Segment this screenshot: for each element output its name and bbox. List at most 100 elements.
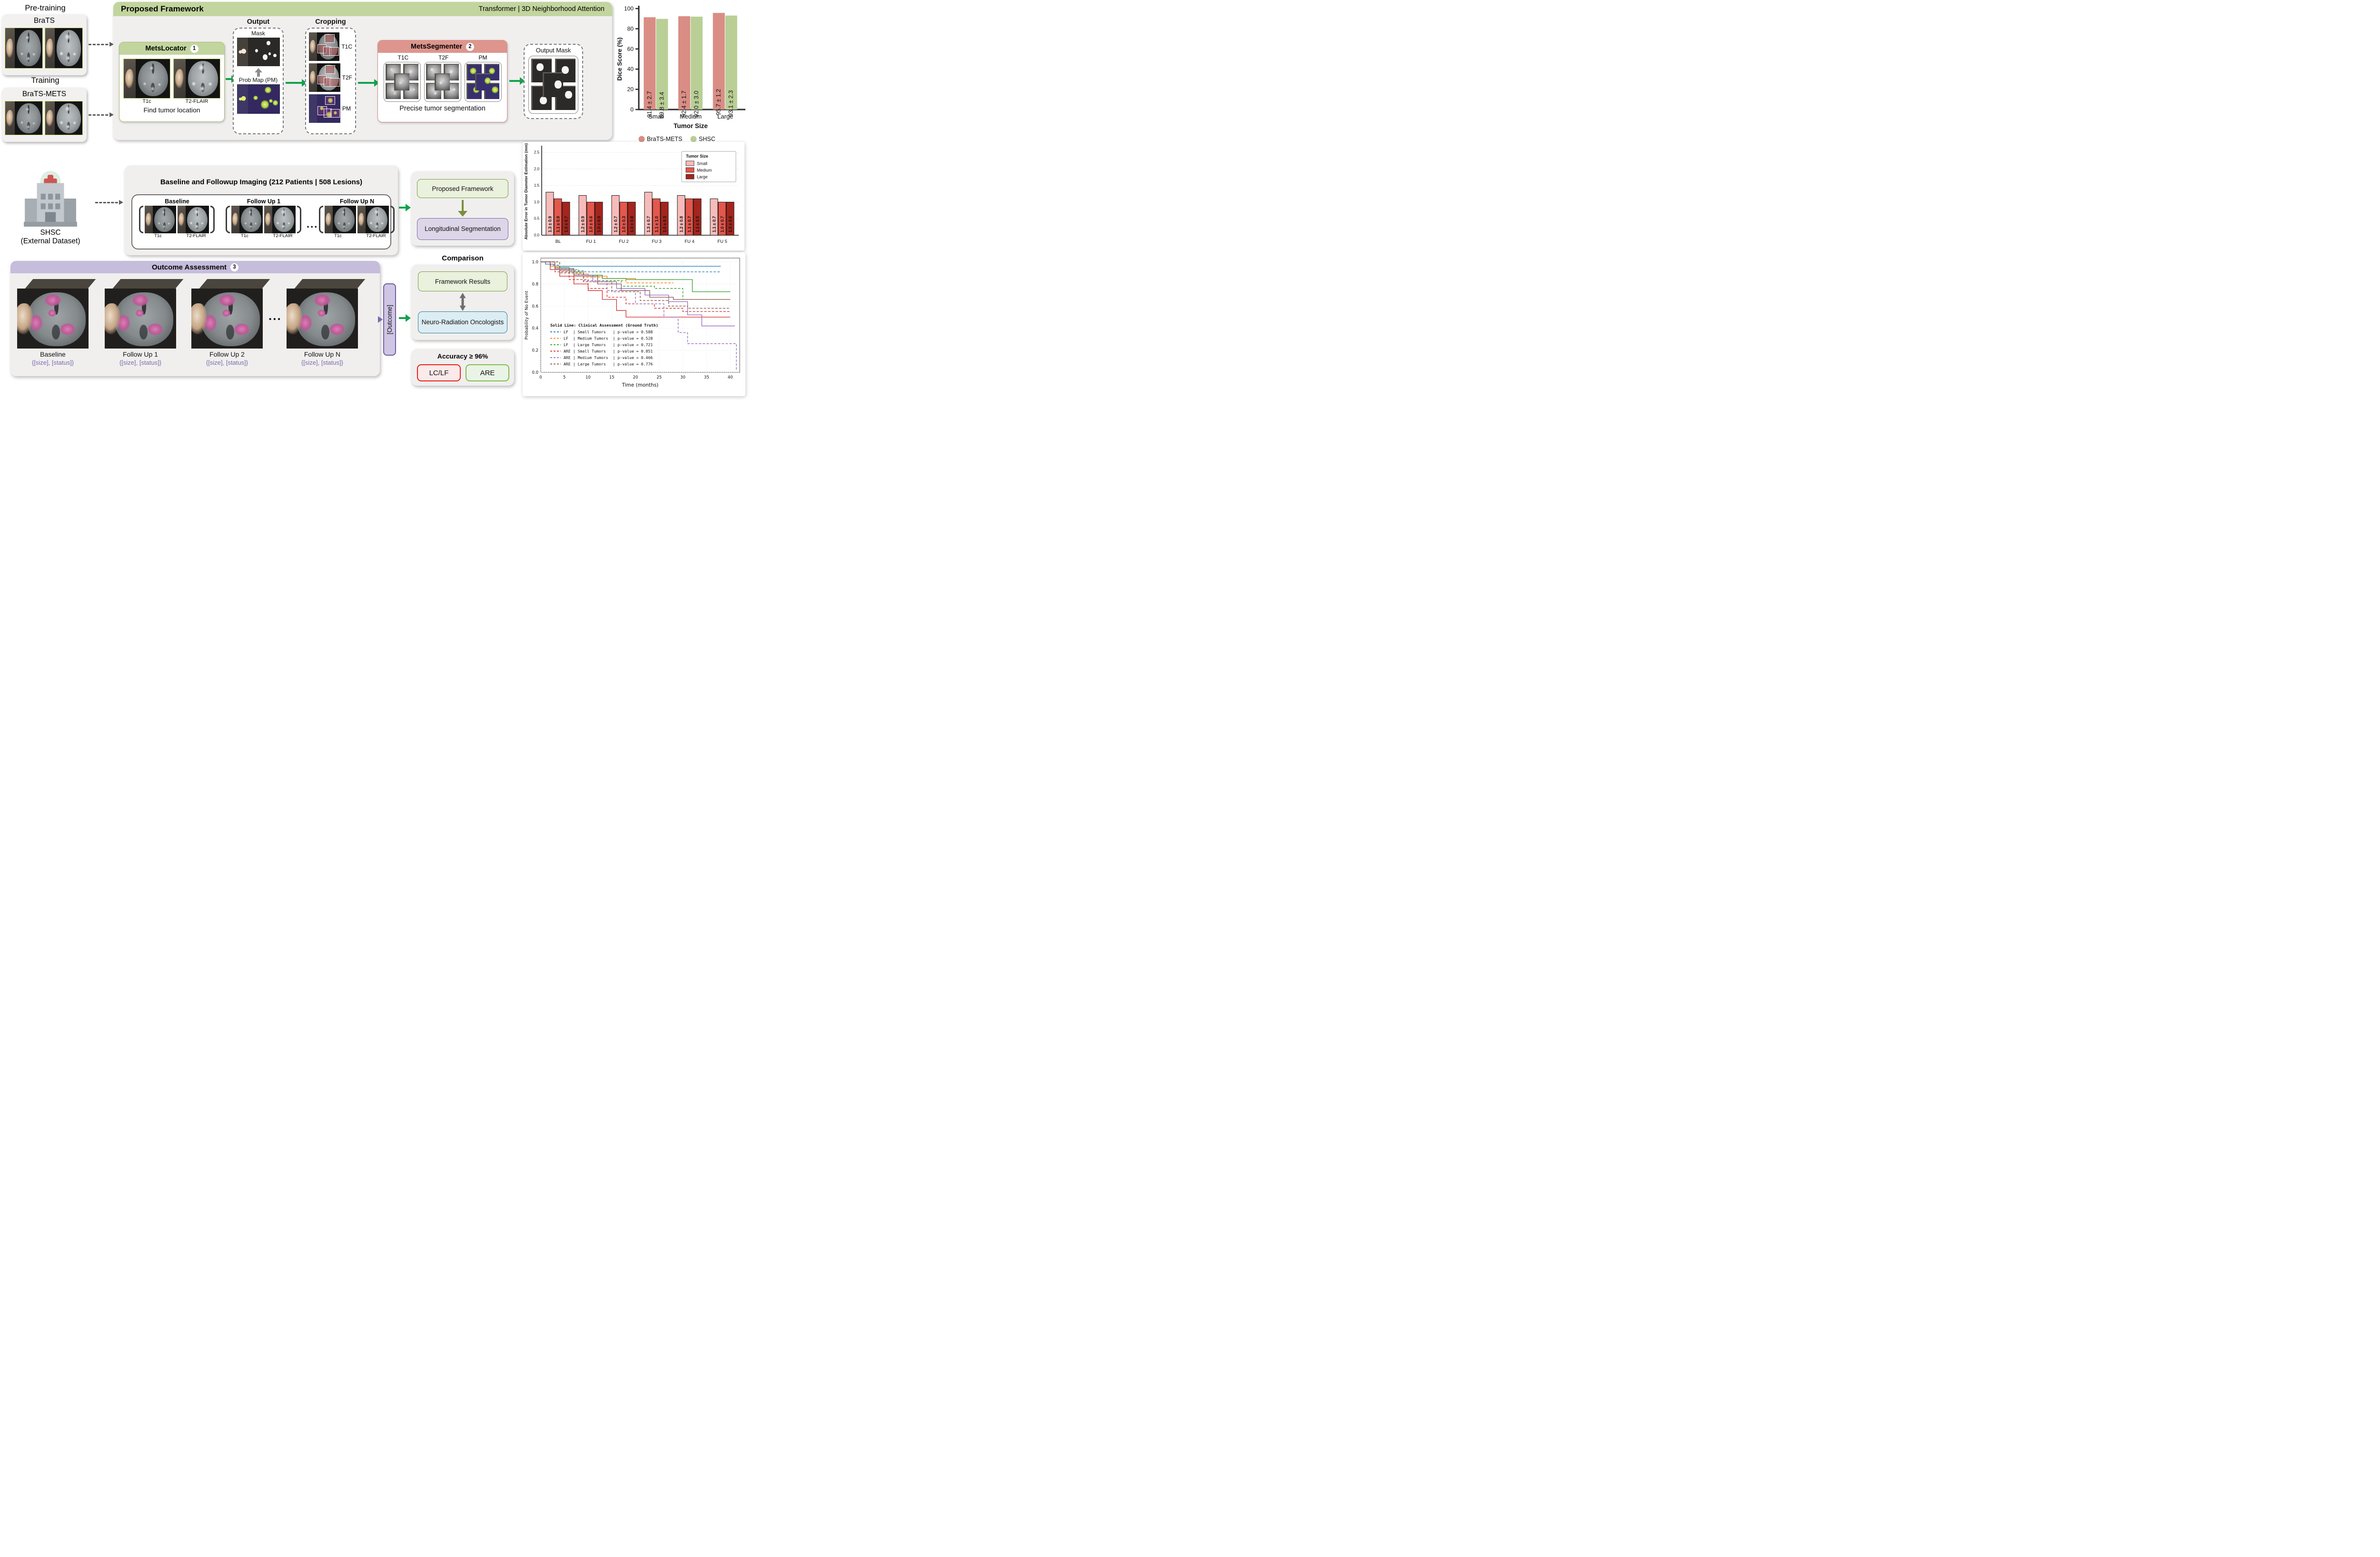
decor-shape: [17, 303, 33, 334]
diameter-error-chart: 0.0 0.5 1.0 1.5 2.0 2.5 1.3 ± 0.9 1.1 ± 0.9 1.0 …: [523, 142, 744, 250]
chart-text: 1.0 ± 0.3: [622, 216, 626, 232]
decor-shape: [105, 303, 120, 334]
brain-mri-t2flair: [357, 206, 389, 233]
decor-shape: [51, 324, 60, 340]
proposed-framework-panel: Proposed Framework Transformer | 3D Neig…: [113, 2, 716, 140]
imaging-title: Baseline and Followup Imaging (212 Patie…: [160, 178, 363, 186]
output-mask-title: Output Mask: [536, 47, 571, 54]
decor-shape: [27, 292, 86, 346]
brain-mri-t1c: [145, 206, 176, 233]
arrow-outcome-panel-to-outcome-box: [378, 316, 383, 323]
decor-shape: [403, 82, 418, 100]
brain-mri-t2flair: [178, 206, 209, 233]
followup1-group: Follow Up 1 T1c T2-FLAIR: [226, 198, 302, 239]
legend-swatch-Small: [685, 160, 694, 166]
chart-text: 30: [680, 375, 685, 380]
decor-shape: [139, 324, 148, 340]
decor-shape: [146, 213, 152, 226]
decor-shape: [266, 41, 271, 45]
chart-text: FU 2: [619, 239, 629, 244]
decor-shape: [329, 47, 339, 56]
decor-shape: [268, 52, 271, 55]
chart-text: 10: [585, 375, 591, 380]
decor-shape: [237, 84, 248, 114]
decor-shape: [168, 222, 170, 225]
chart-text: 2.5: [534, 150, 540, 155]
decor-shape: [32, 121, 36, 125]
chart-text: Dice Score (%): [616, 37, 623, 80]
bracket-left: [139, 206, 143, 233]
t1c-label: T1c: [142, 99, 151, 104]
chart-text: Absolute Error in Tumor Diameter Estimat…: [524, 143, 528, 240]
decor-shape: [222, 309, 231, 317]
decor-shape: [334, 110, 337, 115]
decor-shape: [452, 88, 456, 91]
chart-text: 1.3 ± 0.9: [548, 216, 553, 232]
decor-shape: [330, 109, 340, 118]
decor-shape: [323, 78, 332, 87]
decor-shape: [434, 73, 450, 91]
outcome-box: [Outcome]: [383, 283, 396, 356]
chart-text: 0.4: [532, 326, 538, 331]
dice-bar-SHSC-Small: [656, 19, 668, 110]
decor-shape: [367, 207, 388, 232]
decor-shape: [44, 294, 61, 307]
decor-shape: [324, 34, 335, 43]
are-box: ARE: [466, 364, 509, 381]
brats-box: BraTS: [2, 14, 87, 75]
double-arrow-icon: [459, 293, 466, 311]
dice-score-chart: 0 20 40 60 80 100 91.4 ± 2.7 89.8 ± 3.4 Small 92.…: [615, 0, 746, 149]
decor-shape: [191, 81, 197, 87]
imaging-inner-box: Baseline T1c T2-FLAIR Follow Up 1: [131, 194, 395, 250]
decor-shape: [358, 213, 365, 226]
chart-text: FU 3: [652, 239, 662, 244]
err-bar-Large-BL: [562, 201, 570, 236]
err-bar-Large-FU 3: [660, 201, 669, 236]
decor-shape: [253, 95, 258, 100]
decor-shape: [555, 80, 562, 89]
decor-shape: [198, 63, 206, 72]
chart-text: 0.6: [532, 304, 538, 309]
decor-shape: [443, 64, 459, 80]
decor-shape: [381, 222, 384, 225]
decor-shape: [294, 279, 366, 289]
arrow-outcome-to-comparison: [399, 314, 411, 321]
chart-text: 20: [627, 86, 634, 93]
t2flair-label: T2-FLAIR: [185, 99, 208, 104]
prob-map-label: Prob Map (PM): [238, 77, 278, 83]
decor-shape: [105, 289, 176, 349]
decor-shape: [280, 209, 286, 215]
decor-shape: [327, 98, 333, 104]
metslocator-header: MetsLocator 1: [119, 42, 224, 55]
outcome-box-label: [Outcome]: [386, 304, 393, 335]
chart-text: BraTS-METS: [647, 136, 682, 142]
decor-shape: [147, 323, 163, 336]
followup1-label: Follow Up 1: [247, 198, 281, 205]
decor-shape: [565, 90, 572, 99]
decor-shape: [492, 86, 498, 93]
decor-shape: [347, 222, 350, 225]
decor-shape: [272, 100, 278, 106]
decor-shape: [273, 53, 277, 57]
decor-shape: [310, 40, 316, 54]
decor-shape: [162, 210, 166, 214]
pipeline-framework-box: Proposed Framework: [417, 179, 508, 198]
decor-shape: [64, 33, 71, 41]
brain-mri-t2flair: [45, 28, 83, 69]
chart-text: 40: [728, 375, 733, 380]
decor-shape: [317, 75, 327, 85]
arrow-imaging-to-pipeline: [399, 204, 411, 211]
decor-shape: [162, 225, 166, 229]
chart-text: 0.2: [532, 349, 538, 353]
segmenter-patches: [378, 61, 507, 102]
decor-shape: [241, 207, 262, 232]
followupN-label: Follow Up N: [339, 198, 375, 205]
chart-text: 92.0 ± 3.0: [693, 91, 700, 118]
metssegmenter-title: MetsSegmenter: [411, 43, 462, 50]
chart-text: 35: [704, 375, 709, 380]
decor-shape: [255, 49, 258, 53]
decor-shape: [297, 292, 355, 346]
decor-shape: [408, 70, 413, 74]
outcome-caption-fu2: Follow Up 2: [209, 350, 245, 358]
